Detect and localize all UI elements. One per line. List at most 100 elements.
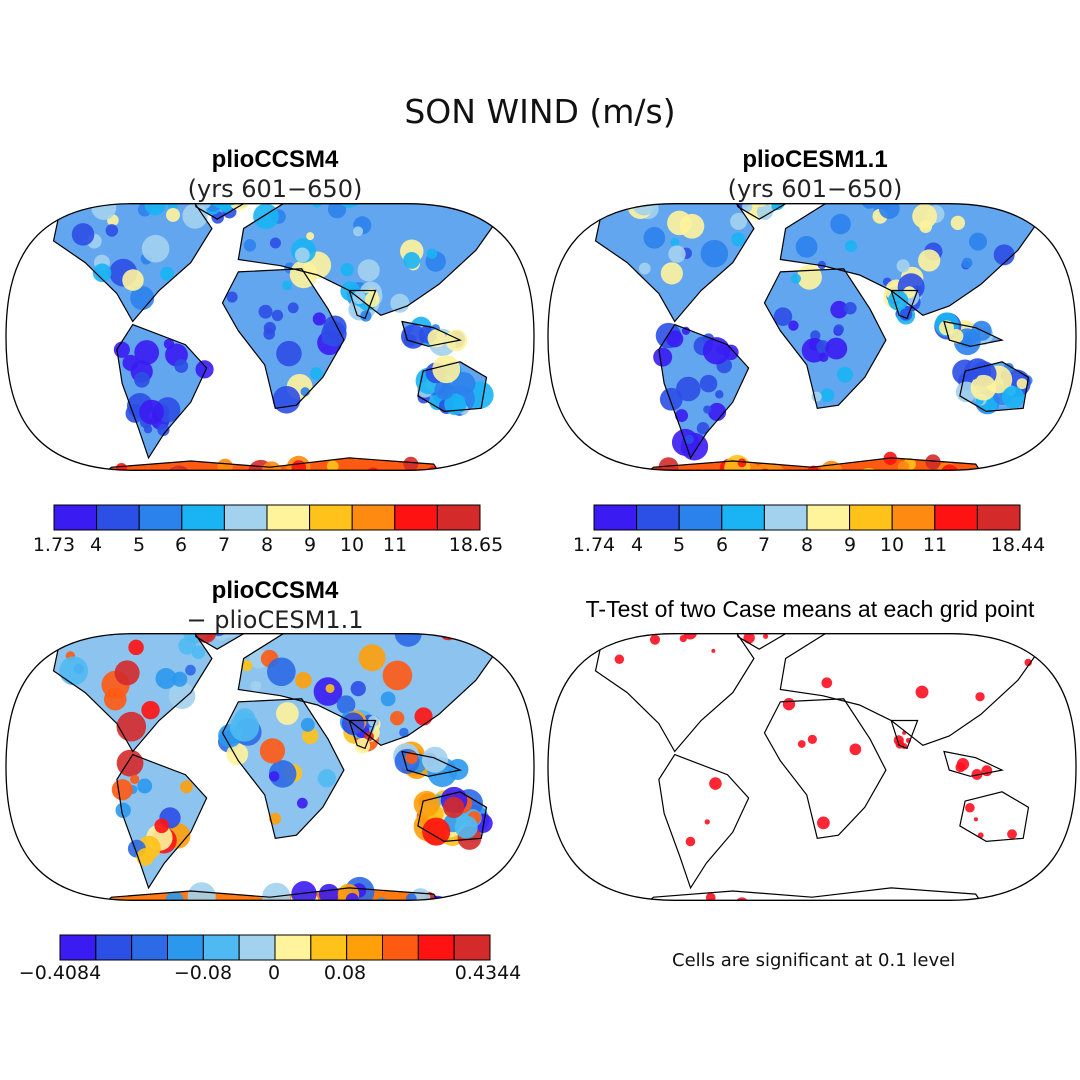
significant-cell (821, 677, 833, 689)
data-cell (703, 405, 712, 414)
data-cell (295, 671, 312, 689)
data-cell (92, 263, 112, 283)
colorbar-tick-label: 7 (757, 534, 771, 556)
continent-eurasia (238, 633, 503, 746)
coastline-greenland (190, 633, 245, 650)
data-cell (59, 656, 89, 686)
data-cell (71, 223, 95, 246)
data-cell (302, 727, 319, 745)
data-cell (380, 691, 396, 707)
colorbar-swatch (167, 934, 204, 961)
data-cell (434, 380, 455, 400)
data-cell (844, 301, 857, 315)
significant-cell (685, 836, 696, 847)
data-cell (702, 337, 731, 365)
coastline-india (890, 719, 919, 750)
continent-north-america (53, 203, 212, 322)
data-cell (354, 738, 371, 754)
data-cell (128, 639, 144, 656)
colorbar-tick-label: 6 (715, 534, 729, 556)
data-cell (168, 682, 196, 710)
continent-australia (959, 791, 1029, 842)
colorbar-swatch (266, 504, 311, 531)
data-cell (676, 376, 701, 402)
data-cell (269, 812, 282, 825)
data-cell (414, 707, 433, 726)
data-cell (267, 657, 296, 687)
data-cell (180, 780, 193, 794)
coastline-se-asia (401, 750, 462, 777)
data-cell (993, 244, 1015, 266)
data-cell (807, 465, 820, 471)
coastline-greenland (732, 203, 787, 220)
data-cell (306, 232, 315, 241)
data-cell (326, 460, 339, 471)
colorbar-tick-label: 18.65 (448, 534, 504, 556)
data-cell (432, 355, 461, 384)
data-cell (756, 203, 773, 220)
data-cell (731, 232, 746, 247)
data-cell (144, 203, 166, 216)
continent-north-america (595, 633, 754, 752)
data-cell (427, 329, 446, 348)
colorbar-tick-label: 1.74 (572, 534, 616, 556)
data-cell (122, 269, 144, 291)
coastline-north-america (52, 633, 213, 753)
data-cell (178, 637, 197, 655)
data-cell (195, 633, 217, 644)
coastline-antarctica (94, 887, 446, 901)
data-cell (660, 262, 683, 285)
panel-title-top-left: plioCCSM4 (211, 146, 339, 173)
colorbar-tick-label: 0.08 (323, 962, 367, 984)
data-cell (730, 212, 748, 230)
data-cell (250, 680, 262, 692)
data-cell (1016, 378, 1028, 390)
panel-title-bottom-right: T-Test of two Case means at each grid po… (585, 596, 1035, 622)
colorbar-tick-label: 5 (672, 534, 686, 556)
data-cell (969, 232, 988, 251)
continent-north-america (53, 633, 212, 752)
panel-title-bottom-left: plioCCSM4 (211, 577, 339, 604)
colorbar-swatch (96, 504, 140, 531)
data-cell (165, 891, 184, 901)
colorbar-tick-label: 4 (630, 534, 644, 556)
data-cell (241, 659, 253, 672)
data-cell (195, 360, 214, 379)
coastline-india (890, 289, 919, 320)
data-cell (658, 457, 679, 471)
data-cell (226, 291, 238, 303)
data-cell (91, 203, 117, 220)
coastline-eurasia (779, 203, 1046, 316)
data-cell (111, 779, 133, 801)
data-cell (638, 262, 651, 275)
data-cell (296, 797, 308, 809)
data-cell (345, 893, 359, 901)
data-cell (312, 312, 326, 326)
colorbar-swatch (417, 934, 455, 961)
coastline-eurasia (779, 633, 1046, 746)
data-cell (271, 309, 284, 322)
colorbar-swatch (976, 504, 1021, 531)
data-cell (684, 434, 694, 444)
colorbar-swatch (95, 934, 133, 961)
data-cell (700, 239, 729, 268)
data-cell (788, 320, 799, 331)
colorbar-tick-label: 11 (382, 534, 408, 556)
map-frame (547, 203, 1077, 471)
significant-cell (704, 819, 710, 825)
significant-cell (711, 648, 716, 653)
coastline-se-asia (401, 320, 462, 347)
significant-cell (649, 634, 661, 645)
data-cell (104, 687, 127, 711)
data-cell (390, 710, 405, 726)
data-cell (390, 293, 410, 313)
data-cell (122, 354, 139, 371)
data-cell (166, 207, 180, 222)
data-cell (681, 326, 691, 335)
panel-subtitle-top-right: (yrs 601−650) (727, 175, 903, 203)
data-cell (795, 235, 818, 258)
data-cell (187, 882, 216, 901)
significant-cell (975, 692, 985, 702)
